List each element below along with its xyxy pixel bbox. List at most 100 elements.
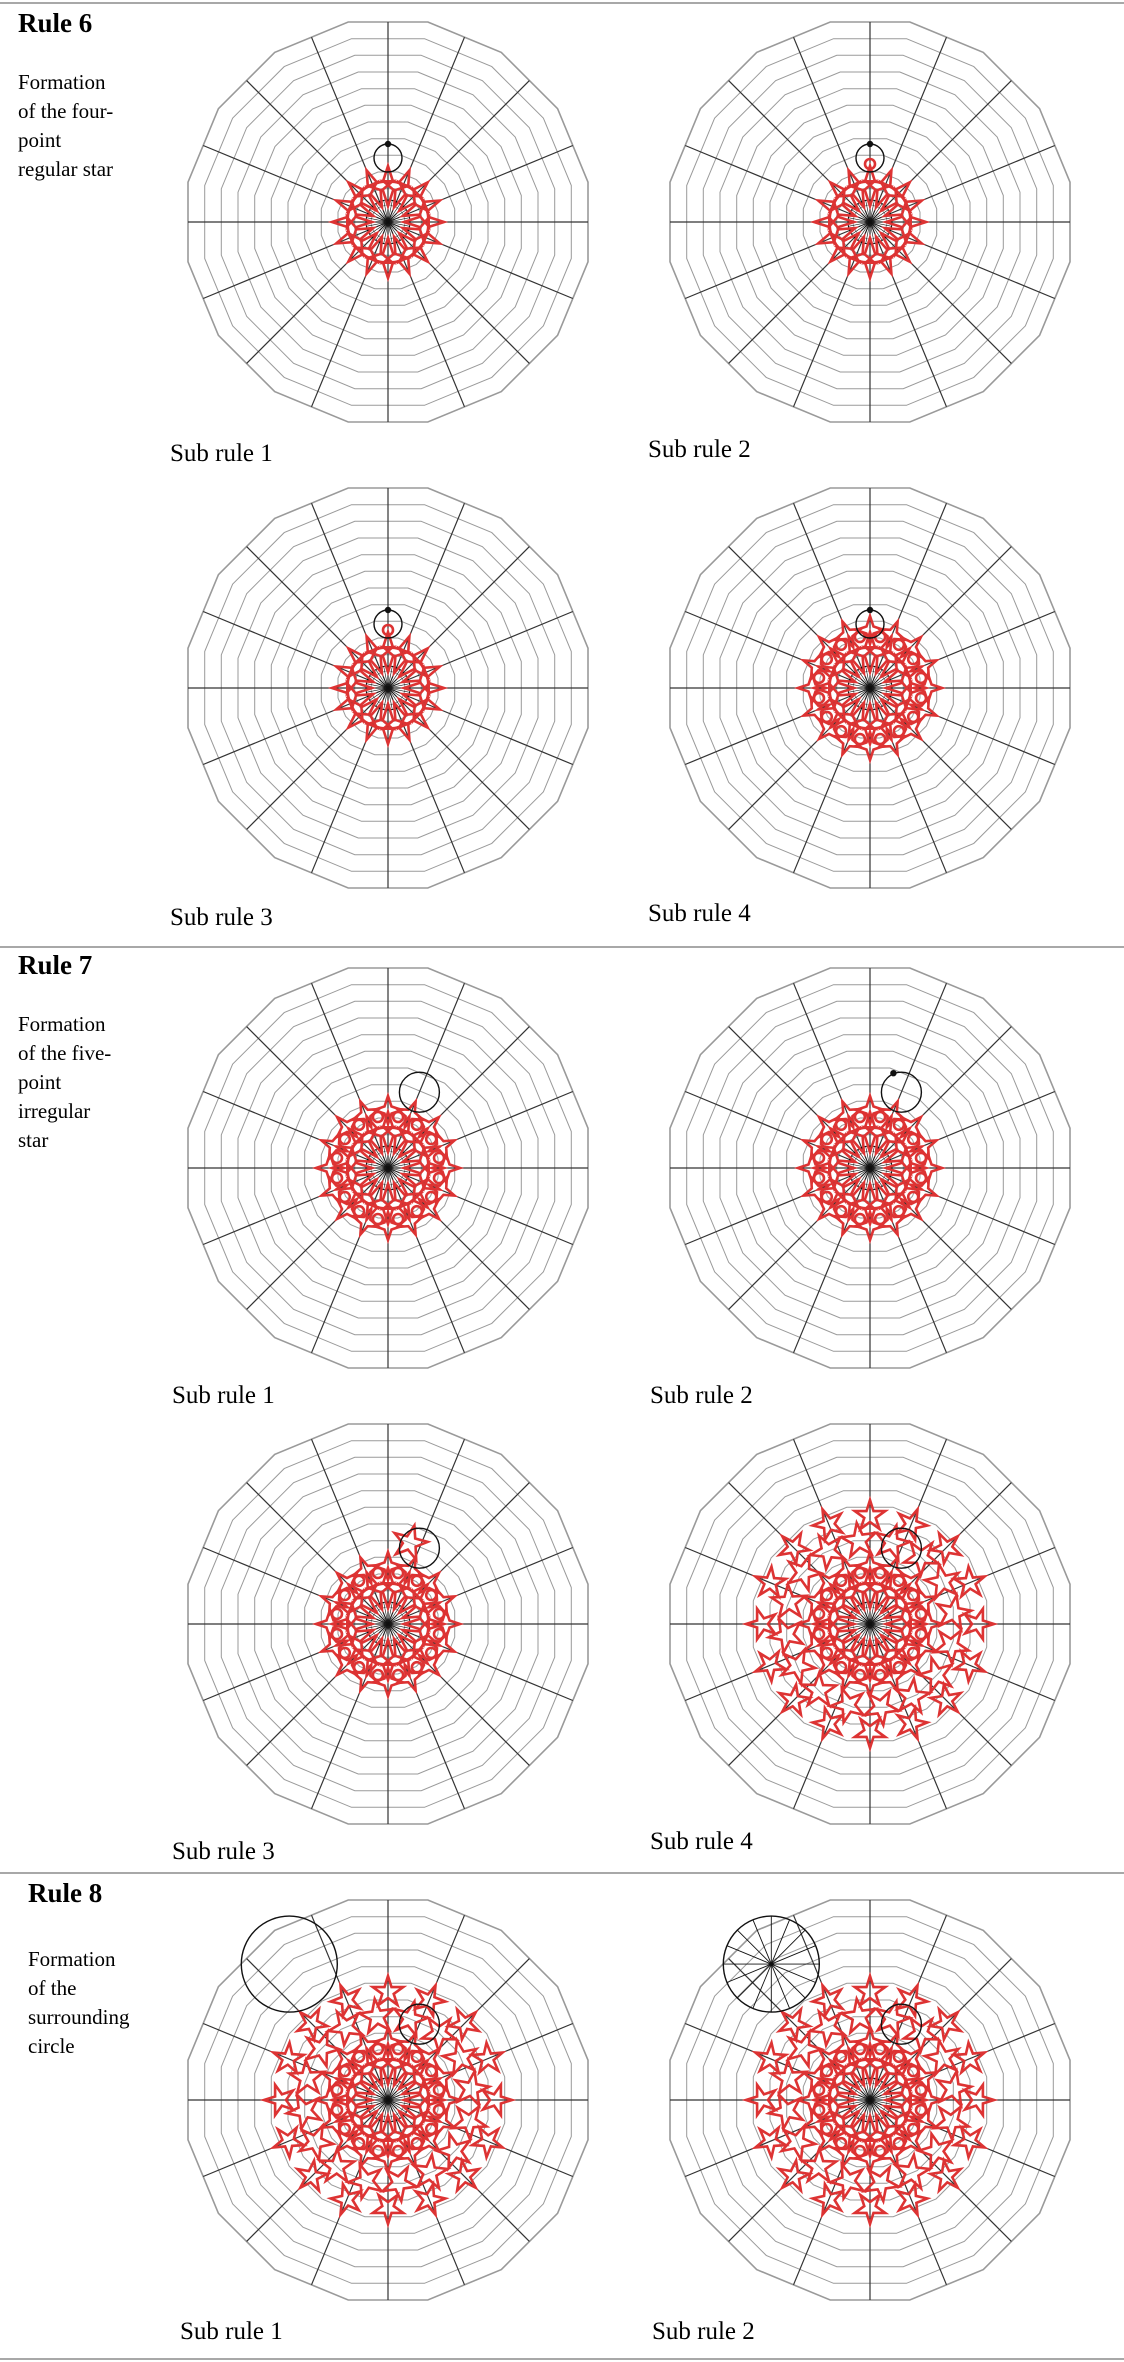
star-motif (269, 2038, 308, 2076)
surrounding-circle-spoke (770, 1919, 791, 1965)
grid-ring (187, 1423, 589, 1825)
grid-ring (237, 1473, 539, 1775)
star-ring-circle (820, 2064, 834, 2078)
spoke-line (728, 80, 871, 223)
diagram-rule-7-sub-3 (187, 1423, 589, 1825)
spoke-line (684, 1546, 871, 1625)
spoke-line (202, 2022, 389, 2101)
star-ring-circle (820, 652, 834, 666)
star-ring-circle (391, 1566, 405, 1580)
hub-line (857, 2099, 871, 2119)
star-motif (269, 2124, 308, 2162)
hub-line (869, 1623, 875, 1646)
grid-ring (220, 1456, 556, 1792)
star-ring-circle (853, 1668, 867, 1682)
star-ring-circle (892, 1118, 906, 1132)
hub-line (387, 2099, 401, 2119)
star-motif (950, 1648, 989, 1686)
star-motif (814, 2091, 860, 2137)
surrounding-circle-spoke (736, 1963, 772, 1999)
star-motif (349, 1553, 383, 1588)
star-motif (293, 2005, 332, 2044)
hub-line (387, 1167, 401, 1187)
spokes (670, 22, 1070, 422)
hub-line (383, 666, 389, 689)
grid-ring (287, 587, 489, 789)
star-motif (741, 2080, 779, 2120)
grid-ring (270, 1050, 506, 1286)
construction-marks (855, 140, 885, 173)
caption-rule-7-sub-3: Sub rule 3 (172, 1838, 275, 1865)
caption-rule-7-sub-4: Sub rule 4 (650, 1828, 753, 1855)
grid-ring (702, 1000, 1038, 1336)
spoke-line (869, 2099, 1056, 2178)
star-motif (950, 2124, 989, 2162)
hub-line (869, 1167, 892, 1173)
surrounding-circle-spoke (752, 1919, 772, 1965)
panel-rule-7-sub-3 (168, 1414, 623, 1844)
spoke-line (387, 1623, 530, 1766)
star-motif (379, 232, 425, 278)
hub-line (869, 1605, 883, 1625)
construction-marks (398, 1527, 441, 1569)
hub-line (869, 2078, 875, 2101)
hub-line (865, 1602, 871, 1625)
hub-line (848, 1619, 871, 1625)
grid-ring (204, 1916, 572, 2284)
caption-rule-6-sub-4: Sub rule 4 (648, 900, 751, 927)
spoke-line (869, 610, 1056, 689)
star-motif (926, 1529, 965, 1568)
star-motif (448, 2103, 491, 2144)
hub-line (383, 200, 389, 223)
spokes (670, 1900, 1070, 2300)
grid (669, 1423, 1071, 1825)
grid-ring (187, 1899, 589, 2301)
star-ring-circle (873, 732, 887, 746)
grid-ring (769, 587, 971, 789)
spoke-line (792, 1623, 871, 1810)
star-pattern (793, 1091, 947, 1245)
star-motif (880, 185, 926, 231)
spoke-line (869, 1623, 948, 1810)
hub-line (387, 1163, 410, 1169)
star-ring-circle (812, 2083, 826, 2097)
star-ring-circle (820, 710, 834, 724)
star-motif (797, 1668, 841, 1709)
spoke-line (387, 1958, 530, 2101)
star-motif (861, 1568, 907, 1614)
hub-line (387, 2099, 410, 2105)
star-motif (775, 1680, 814, 1719)
grid-ring (254, 1490, 522, 1758)
hub-line (387, 221, 410, 227)
star-ring-circle (892, 2136, 906, 2150)
star-motif (933, 1591, 976, 1634)
hub-line (848, 683, 871, 689)
spoke-line (684, 1623, 871, 1702)
star-ring-circle (906, 1646, 920, 1660)
star-motif (398, 1159, 444, 1205)
hub-line (383, 1623, 389, 1646)
caption-rule-8-sub-1: Sub rule 1 (180, 2318, 283, 2345)
grid-ring (786, 1540, 954, 1708)
spoke-line (246, 687, 389, 830)
construction-circle (398, 1071, 441, 1113)
grid-ring (686, 1916, 1054, 2284)
hub-circle (847, 1145, 893, 1191)
star-motif (332, 2063, 378, 2109)
grid-ring (719, 1473, 1021, 1775)
spoke-line (792, 982, 871, 1169)
spoke-line (792, 687, 871, 874)
hub-line (369, 687, 389, 701)
grid-ring (686, 984, 1054, 1352)
diagram-rule-6-sub-4 (669, 487, 1071, 889)
spoke-line (869, 687, 1012, 830)
star-motif (379, 1634, 425, 1680)
star-ring-circle (820, 1132, 834, 1146)
star-motif (831, 617, 865, 652)
spoke-line (728, 546, 871, 689)
spoke-line (387, 2099, 574, 2178)
grid-ring (752, 570, 988, 806)
hub-line (869, 1623, 892, 1629)
hub-line (865, 687, 871, 710)
star-motif (861, 1178, 907, 1224)
